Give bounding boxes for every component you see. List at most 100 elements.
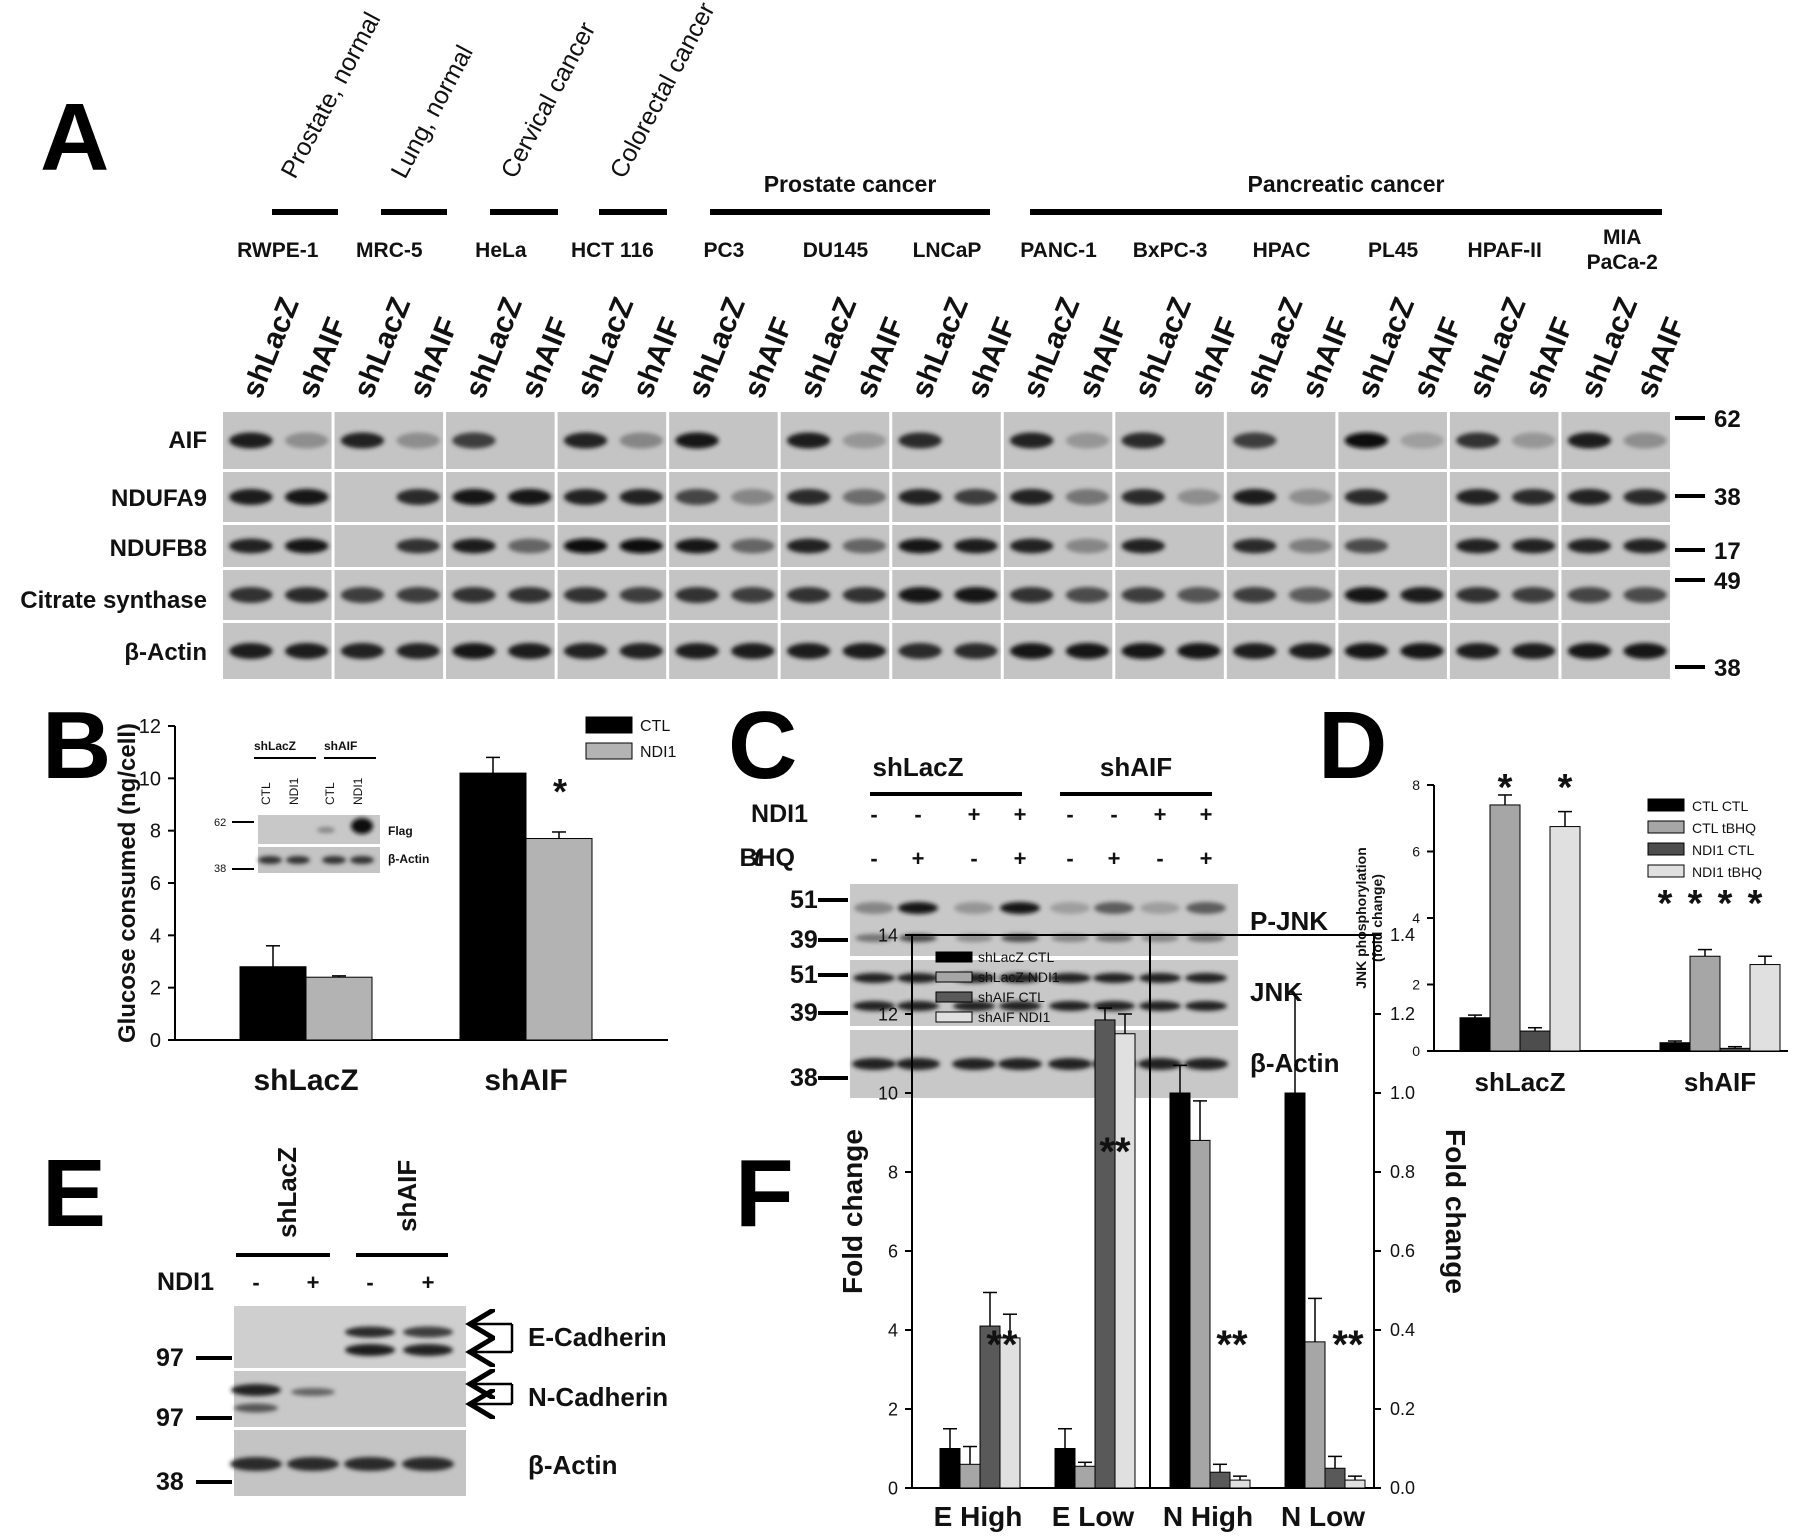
blot-band (1009, 489, 1054, 505)
legend-swatch (935, 951, 973, 963)
blot-band (1511, 587, 1556, 603)
blot-band (1456, 643, 1500, 659)
blot-band (786, 538, 831, 554)
y-tick-label: 2 (150, 978, 161, 1000)
blot-band (1344, 538, 1389, 554)
blot-label: NDUFB8 (110, 535, 207, 562)
blot-label: β-Actin (528, 1450, 618, 1480)
blot-band (675, 489, 719, 505)
group-label: Pancreatic cancer (1248, 171, 1445, 197)
sign-ndi1: - (914, 802, 921, 827)
mw-marker-label: 39 (790, 999, 818, 1027)
blot-band (1121, 489, 1165, 505)
inset-mw-label: 38 (214, 863, 226, 875)
sign-tbhq: + (1014, 846, 1027, 871)
mw-marker-label: 97 (156, 1404, 184, 1432)
blot-band (1288, 643, 1333, 659)
y-tick-label: 8 (888, 1162, 898, 1182)
blot-band (1139, 973, 1181, 983)
significance-marker: * (1558, 767, 1573, 809)
cell-line-label: MIA (1603, 226, 1642, 249)
significance-marker: ** (1099, 1130, 1131, 1174)
bar-shaif (525, 838, 593, 1041)
sign-tbhq: - (1156, 846, 1163, 871)
y-right-axis-label: Fold change (1440, 1129, 1471, 1294)
lane-label-shAIF: shAIF (961, 313, 1023, 403)
legend-swatch (585, 716, 633, 734)
blot-band (345, 1344, 395, 1356)
blot-label: P-JNK (1250, 906, 1328, 936)
inset-blot-label: β-Actin (388, 852, 429, 866)
mw-marker-label: 97 (156, 1344, 184, 1372)
legend-swatch (585, 742, 633, 760)
y-axis-label: Glucose consumed (ng/cell) (114, 723, 141, 1043)
y-axis-label: Fold change (837, 1129, 868, 1294)
inset-group-label: shAIF (324, 739, 357, 753)
blot-band (507, 587, 552, 603)
bar-e-low (1074, 1465, 1096, 1489)
blot-band (897, 1001, 939, 1011)
y-tick-label: 2 (888, 1399, 898, 1419)
blot-band (1065, 489, 1110, 505)
group-label: Prostate cancer (764, 171, 937, 197)
panel-e-cadherin-blot: shLacZ shAIF NDI1 - + - + E-Cadherin N-Cadherin β… (156, 1147, 668, 1496)
significance-marker: * (1718, 883, 1733, 925)
blot-band (675, 538, 719, 554)
bar-shaif (1689, 955, 1721, 1052)
blot-band (563, 489, 608, 505)
blot-band (1623, 643, 1667, 659)
blot-band (229, 489, 273, 505)
bar-e-low (1094, 1019, 1116, 1489)
x-tick-label: shLacZ (253, 1064, 358, 1097)
blot-band (234, 1403, 278, 1413)
blot-band (619, 587, 664, 603)
blot-band (954, 489, 998, 505)
tissue-label: Lung, normal (386, 41, 479, 183)
blot-band (507, 643, 552, 659)
legend-swatch (1647, 798, 1685, 812)
blot-band (1093, 1001, 1135, 1011)
blot-band (396, 489, 440, 505)
blot-band (1177, 489, 1221, 505)
sign-ndi1: - (870, 802, 877, 827)
blot-band (1400, 587, 1444, 603)
cell-line-label: PaCa-2 (1587, 251, 1658, 274)
blot-band (340, 643, 385, 659)
cell-line-label: HPAF-II (1468, 239, 1542, 262)
blot-band (1232, 432, 1277, 449)
y-tick-label: 12 (878, 1004, 898, 1024)
blot-band (507, 489, 552, 505)
blot-band (351, 818, 373, 834)
y-axis-label: (fold change) (1369, 874, 1385, 962)
legend-label: NDI1 CTL (1692, 842, 1754, 858)
blot-band (898, 538, 942, 554)
blot-band (675, 587, 719, 603)
panel-d-jnk-chart: 0 2 4 6 8 JNK phosphorylation (fold change) shL… (1353, 767, 1788, 1097)
blot-band (396, 432, 440, 449)
y-tick-label: 8 (150, 821, 161, 843)
blot-band (563, 432, 608, 449)
cell-line-label: LNCaP (913, 239, 982, 262)
y-tick-label: 10 (139, 768, 161, 790)
blot-band (230, 1457, 282, 1471)
blot-band (952, 1058, 996, 1070)
blot-band (1093, 973, 1135, 983)
blot-band (898, 489, 942, 505)
blot-band (1567, 587, 1612, 603)
bar-n-high (1169, 1092, 1191, 1489)
blot-band (1065, 538, 1110, 554)
cell-line-label: BxPC-3 (1133, 239, 1208, 262)
blot-band (1344, 643, 1389, 659)
blot-band (350, 856, 374, 864)
legend-swatch (1647, 820, 1685, 834)
sign-ndi1: + (1014, 802, 1027, 827)
blot-band (1065, 643, 1110, 659)
legend-swatch (1647, 842, 1685, 856)
blot-band (954, 587, 998, 603)
blot-band (229, 538, 273, 554)
blot-band (231, 1384, 281, 1396)
bar-shaif (459, 772, 527, 1041)
